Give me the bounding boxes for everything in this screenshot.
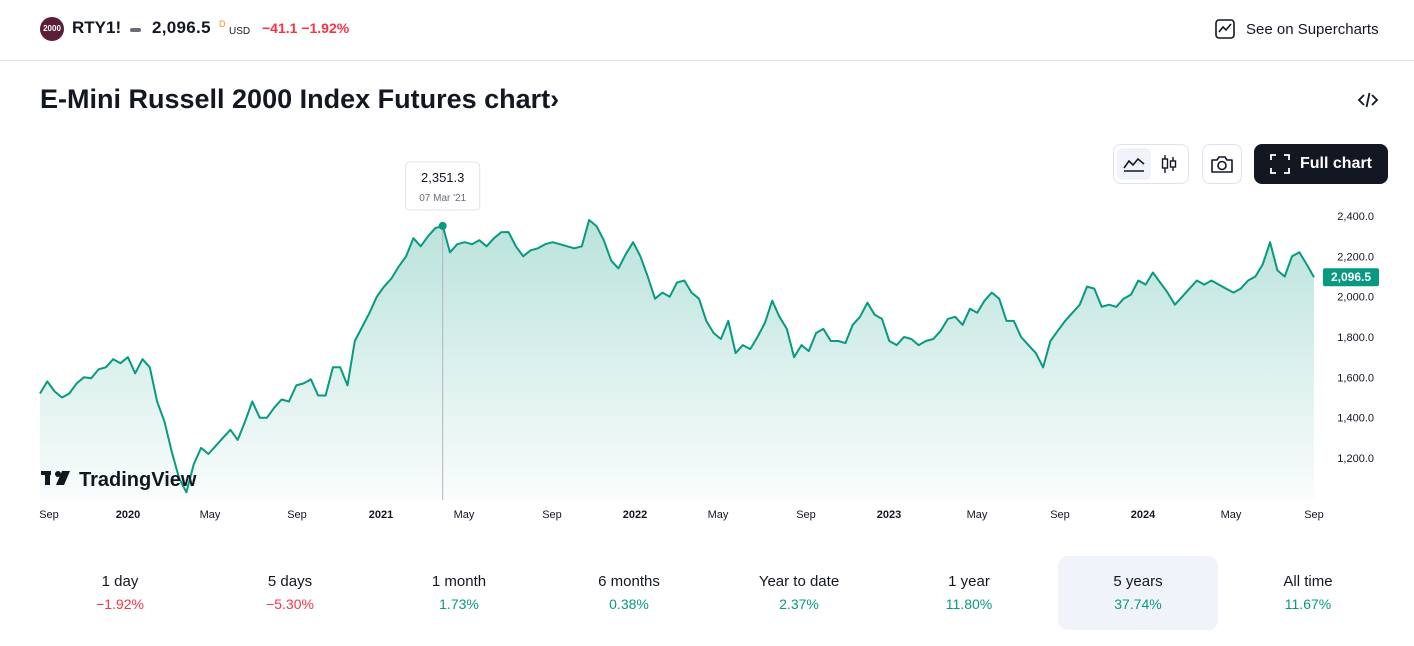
x-tick-label: 2020 bbox=[116, 509, 140, 521]
period-label: 6 months bbox=[598, 573, 660, 590]
chart-style-toggle bbox=[1113, 144, 1189, 184]
fullscreen-icon bbox=[1270, 154, 1290, 174]
period-tab[interactable]: 1 day −1.92% bbox=[40, 556, 200, 630]
period-label: All time bbox=[1283, 573, 1333, 590]
price-change: −41.1 −1.92% bbox=[262, 20, 349, 36]
price-area-fill bbox=[40, 220, 1314, 500]
x-tick-label: Sep bbox=[287, 509, 307, 521]
y-tick-label: 1,600.0 bbox=[1337, 372, 1374, 384]
period-tab[interactable]: 5 years 37.74% bbox=[1058, 556, 1218, 630]
change-percent: −1.92% bbox=[301, 20, 350, 36]
period-change: 0.38% bbox=[609, 596, 649, 612]
y-tick-label: 2,400.0 bbox=[1337, 211, 1374, 223]
supercharts-label: See on Supercharts bbox=[1246, 20, 1379, 38]
x-tick-label: May bbox=[454, 509, 475, 521]
candlestick-icon bbox=[1161, 155, 1177, 173]
see-on-supercharts-link[interactable]: See on Supercharts bbox=[1214, 17, 1379, 41]
watermark-text: TradingView bbox=[79, 469, 197, 491]
period-label: 1 day bbox=[101, 573, 139, 590]
price-tooltip: 2,351.3 07 Mar '21 bbox=[405, 161, 481, 211]
top-bar: 2000 RTY1! 2,096.5 D USD −41.1 −1.92% Se… bbox=[0, 0, 1414, 61]
period-label: Year to date bbox=[758, 573, 840, 590]
change-value: −41.1 bbox=[262, 20, 298, 36]
chart-title: E-Mini Russell 2000 Index Futures chart bbox=[40, 84, 551, 114]
tooltip-value: 2,351.3 bbox=[421, 170, 464, 185]
price-flag: D bbox=[219, 19, 226, 29]
period-label: 5 days bbox=[267, 573, 313, 590]
y-axis: 2,400.0 2,200.0 2,000.0 1,800.0 1,600.0 1,400… bbox=[1337, 211, 1374, 465]
snapshot-button[interactable] bbox=[1202, 144, 1242, 184]
period-change: −1.92% bbox=[96, 596, 144, 612]
x-tick-label: 2023 bbox=[877, 509, 901, 521]
y-tick-label: 1,400.0 bbox=[1337, 413, 1374, 425]
x-tick-label: May bbox=[967, 509, 988, 521]
y-tick-label: 2,200.0 bbox=[1337, 251, 1374, 263]
symbol-name[interactable]: RTY1! bbox=[72, 18, 122, 37]
x-tick-label: 2022 bbox=[623, 509, 647, 521]
x-tick-label: Sep bbox=[1050, 509, 1070, 521]
y-tick-label: 1,200.0 bbox=[1337, 453, 1374, 465]
period-label: 5 years bbox=[1113, 573, 1163, 590]
period-change: 1.73% bbox=[439, 596, 479, 612]
candles-chart-button[interactable] bbox=[1152, 148, 1186, 180]
y-tick-label: 1,800.0 bbox=[1337, 332, 1374, 344]
period-tab[interactable]: 5 days −5.30% bbox=[210, 556, 370, 630]
hover-point bbox=[438, 221, 447, 230]
price-currency: USD bbox=[229, 26, 251, 37]
x-tick-label: 2021 bbox=[369, 509, 393, 521]
market-status-icon bbox=[130, 28, 141, 32]
period-change: 2.37% bbox=[779, 596, 819, 612]
period-label: 1 year bbox=[948, 573, 990, 590]
full-chart-label: Full chart bbox=[1299, 155, 1372, 172]
period-tab[interactable]: 1 year 11.80% bbox=[889, 556, 1049, 630]
x-tick-label: May bbox=[1221, 509, 1242, 521]
embed-code-icon[interactable] bbox=[1356, 88, 1380, 112]
period-tab[interactable]: 1 month 1.73% bbox=[379, 556, 539, 630]
period-tab[interactable]: Year to date 2.37% bbox=[719, 556, 879, 630]
chevron-right-icon: › bbox=[550, 84, 560, 114]
chart-icon bbox=[1215, 19, 1235, 39]
tooltip-date: 07 Mar '21 bbox=[419, 193, 466, 204]
period-change: −5.30% bbox=[266, 596, 314, 612]
full-chart-button[interactable]: Full chart bbox=[1254, 144, 1388, 184]
last-price: 2,096.5 bbox=[152, 18, 211, 37]
price-line bbox=[39, 219, 1315, 494]
x-tick-label: Sep bbox=[796, 509, 816, 521]
last-price-label-text: 2,096.5 bbox=[1331, 270, 1371, 284]
x-tick-label: May bbox=[200, 509, 221, 521]
area-chart-icon bbox=[1123, 157, 1145, 172]
chart-title-link[interactable]: E-Mini Russell 2000 Index Futures chart› bbox=[40, 84, 559, 115]
x-tick-label: Sep bbox=[39, 509, 59, 521]
period-change: 11.80% bbox=[945, 596, 993, 612]
symbol-logo: 2000 bbox=[40, 17, 64, 41]
last-price-label: 2,096.5 bbox=[1323, 268, 1379, 287]
period-change: 11.67% bbox=[1284, 596, 1332, 612]
x-tick-label: Sep bbox=[1304, 509, 1324, 521]
x-axis: Sep 2020 May Sep 2021 May Sep 2022 May Sep 2023 May… bbox=[39, 509, 1324, 521]
x-tick-label: Sep bbox=[542, 509, 562, 521]
tradingview-logo-icon bbox=[41, 471, 70, 485]
period-tab[interactable]: All time 11.67% bbox=[1228, 556, 1388, 630]
period-tab[interactable]: 6 months 0.38% bbox=[549, 556, 709, 630]
price-chart[interactable]: 2,351.3 07 Mar '21 2,400.0 2,200.0 2,000.0… bbox=[0, 150, 1414, 530]
x-tick-label: May bbox=[708, 509, 729, 521]
x-tick-label: 2024 bbox=[1131, 509, 1156, 521]
period-label: 1 month bbox=[431, 573, 487, 590]
y-tick-label: 2,000.0 bbox=[1337, 292, 1374, 304]
area-chart-button[interactable] bbox=[1117, 148, 1151, 180]
tradingview-watermark: TradingView bbox=[41, 469, 197, 491]
camera-icon bbox=[1211, 156, 1233, 173]
period-performance-tabs: 1 day −1.92% 5 days −5.30% 1 month 1.73% 6 mon… bbox=[40, 556, 1388, 630]
period-change: 37.74% bbox=[1114, 596, 1162, 612]
